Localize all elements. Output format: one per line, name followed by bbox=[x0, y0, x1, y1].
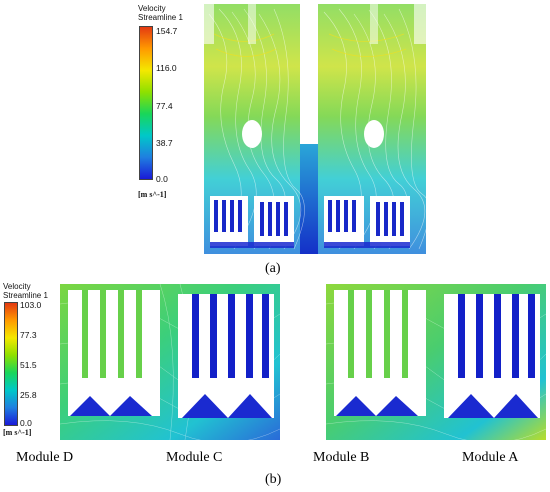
panel-a: Velocity Streamline 1 154.7 116.0 77.4 3… bbox=[138, 4, 426, 276]
module-b-label: Module B bbox=[313, 450, 370, 465]
legend-a-title-line1: Velocity bbox=[138, 4, 166, 13]
legend-b-tick-4: 25.8 bbox=[20, 390, 37, 400]
module-a-label: Module A bbox=[462, 450, 519, 465]
legend-a-title: Velocity Streamline 1 bbox=[138, 4, 183, 22]
legend-b-title-line1: Velocity bbox=[3, 282, 31, 291]
module-d-graphic bbox=[68, 290, 160, 416]
heater-modules-a bbox=[210, 196, 410, 248]
panel-b: Velocity Streamline 1 103.0 77.3 51.5 25… bbox=[0, 282, 550, 492]
legend-a-colorbar bbox=[139, 26, 153, 180]
legend-b-colorbar bbox=[4, 302, 18, 426]
legend-b-tick-min: 0.0 bbox=[20, 418, 32, 428]
legend-a-title-line2: Streamline 1 bbox=[138, 13, 183, 22]
domain-a-middle-channel bbox=[300, 144, 318, 254]
panel-a-label: (a) bbox=[265, 261, 281, 276]
module-b-graphic bbox=[334, 290, 426, 416]
legend-a-unit: [m s^-1] bbox=[138, 190, 167, 199]
legend-a-tick-max: 154.7 bbox=[156, 26, 178, 36]
streamline-plot-a bbox=[204, 4, 426, 254]
module-d-label: Module D bbox=[16, 450, 74, 465]
streamline-plot-b-right bbox=[326, 284, 546, 440]
legend-b-tick-2: 77.3 bbox=[20, 330, 37, 340]
legend-a-tick-3: 77.4 bbox=[156, 101, 173, 111]
legend-b-unit: [m s^-1] bbox=[3, 428, 32, 437]
module-c-graphic bbox=[178, 294, 274, 418]
legend-b-tick-3: 51.5 bbox=[20, 360, 37, 370]
legend-b-tick-max: 103.0 bbox=[20, 300, 42, 310]
streamline-plot-b-left bbox=[60, 284, 280, 440]
legend-a-tick-2: 116.0 bbox=[156, 63, 177, 73]
module-c-label: Module C bbox=[166, 450, 223, 465]
legend-a-tick-min: 0.0 bbox=[156, 174, 168, 184]
legend-b-title-line2: Streamline 1 bbox=[3, 291, 48, 300]
panel-b-label: (b) bbox=[265, 472, 282, 487]
module-a-graphic bbox=[444, 294, 540, 418]
legend-a-tick-4: 38.7 bbox=[156, 138, 173, 148]
legend-b-title: Velocity Streamline 1 bbox=[3, 282, 48, 300]
